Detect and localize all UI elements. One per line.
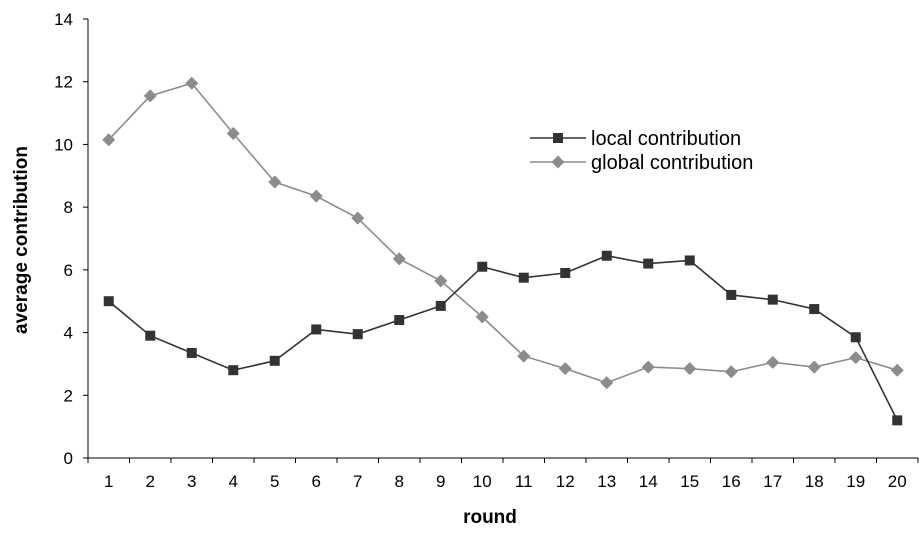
x-tick-label: 8 bbox=[395, 472, 404, 491]
y-tick-label: 14 bbox=[54, 10, 73, 29]
local-data-point bbox=[560, 267, 571, 278]
local-data-point bbox=[311, 324, 322, 335]
x-tick-label: 12 bbox=[556, 472, 575, 491]
global-series-line bbox=[108, 82, 898, 384]
local-series bbox=[103, 250, 903, 426]
global-data-point bbox=[558, 362, 572, 376]
local-data-point bbox=[643, 258, 654, 269]
local-data-point bbox=[394, 315, 405, 326]
x-tick-label: 1 bbox=[104, 472, 113, 491]
x-tick-label: 19 bbox=[846, 472, 865, 491]
x-axis-title: round bbox=[463, 507, 517, 528]
global-data-point bbox=[143, 89, 157, 103]
global-data-point bbox=[600, 376, 614, 390]
local-data-point bbox=[228, 365, 239, 376]
x-tick-label: 10 bbox=[473, 472, 492, 491]
local-data-point bbox=[477, 261, 488, 272]
global-data-point bbox=[807, 360, 821, 374]
global-data-point bbox=[392, 252, 406, 266]
local-data-point bbox=[809, 304, 820, 315]
x-tick-label: 17 bbox=[763, 472, 782, 491]
local-data-point bbox=[435, 300, 446, 311]
global-data-point bbox=[185, 76, 199, 90]
x-tick-label: 5 bbox=[270, 472, 279, 491]
local-data-point bbox=[684, 255, 695, 266]
y-axis-title: average contribution bbox=[11, 146, 32, 334]
x-tick-label: 14 bbox=[639, 472, 658, 491]
global-data-point bbox=[226, 126, 240, 140]
global-data-point bbox=[434, 274, 448, 288]
local-data-point bbox=[518, 272, 529, 283]
x-tick-label: 4 bbox=[229, 472, 238, 491]
x-tick-label: 15 bbox=[680, 472, 699, 491]
x-tick-label: 2 bbox=[146, 472, 155, 491]
local-data-point bbox=[103, 296, 114, 307]
y-tick-label: 8 bbox=[64, 198, 73, 217]
global-data-point bbox=[102, 133, 116, 147]
legend-item-local: local contribution bbox=[530, 128, 741, 150]
global-data-point bbox=[351, 211, 365, 225]
x-tick-label: 16 bbox=[722, 472, 741, 491]
x-tick-label: 3 bbox=[187, 472, 196, 491]
global-data-point bbox=[849, 351, 863, 365]
local-data-point bbox=[352, 329, 363, 340]
global-data-point bbox=[268, 175, 282, 189]
y-tick-label: 4 bbox=[64, 324, 73, 343]
legend-marker bbox=[551, 155, 565, 169]
local-data-point bbox=[145, 330, 156, 341]
x-tick-label: 7 bbox=[353, 472, 362, 491]
global-series bbox=[102, 76, 904, 390]
global-data-point bbox=[766, 355, 780, 369]
global-data-point bbox=[517, 349, 531, 363]
local-data-point bbox=[850, 332, 861, 343]
legend-label: local contribution bbox=[591, 128, 741, 150]
x-tick-label: 6 bbox=[312, 472, 321, 491]
global-data-point bbox=[683, 362, 697, 376]
y-tick-label: 0 bbox=[64, 449, 73, 468]
x-tick-label: 11 bbox=[515, 472, 533, 491]
global-data-point bbox=[309, 189, 323, 203]
global-data-point bbox=[724, 365, 738, 379]
global-data-point bbox=[890, 363, 904, 377]
x-tick-label: 20 bbox=[888, 472, 907, 491]
local-data-point bbox=[892, 415, 903, 426]
x-tick-label: 9 bbox=[436, 472, 445, 491]
local-series-line bbox=[108, 254, 898, 421]
legend-item-global: global contribution bbox=[530, 152, 753, 174]
local-data-point bbox=[186, 347, 197, 358]
local-data-point bbox=[269, 355, 280, 366]
y-tick-label: 2 bbox=[64, 386, 73, 405]
local-data-point bbox=[726, 289, 737, 300]
global-data-point bbox=[641, 360, 655, 374]
y-tick-label: 12 bbox=[54, 73, 73, 92]
y-tick-label: 10 bbox=[54, 135, 73, 154]
y-tick-label: 6 bbox=[64, 261, 73, 280]
global-data-point bbox=[475, 310, 489, 324]
local-data-point bbox=[601, 250, 612, 261]
x-tick-label: 13 bbox=[597, 472, 616, 491]
local-data-point bbox=[767, 294, 778, 305]
x-tick-label: 18 bbox=[805, 472, 824, 491]
legend-marker bbox=[553, 133, 563, 143]
series-layer bbox=[102, 76, 904, 426]
legend-label: global contribution bbox=[591, 152, 753, 174]
